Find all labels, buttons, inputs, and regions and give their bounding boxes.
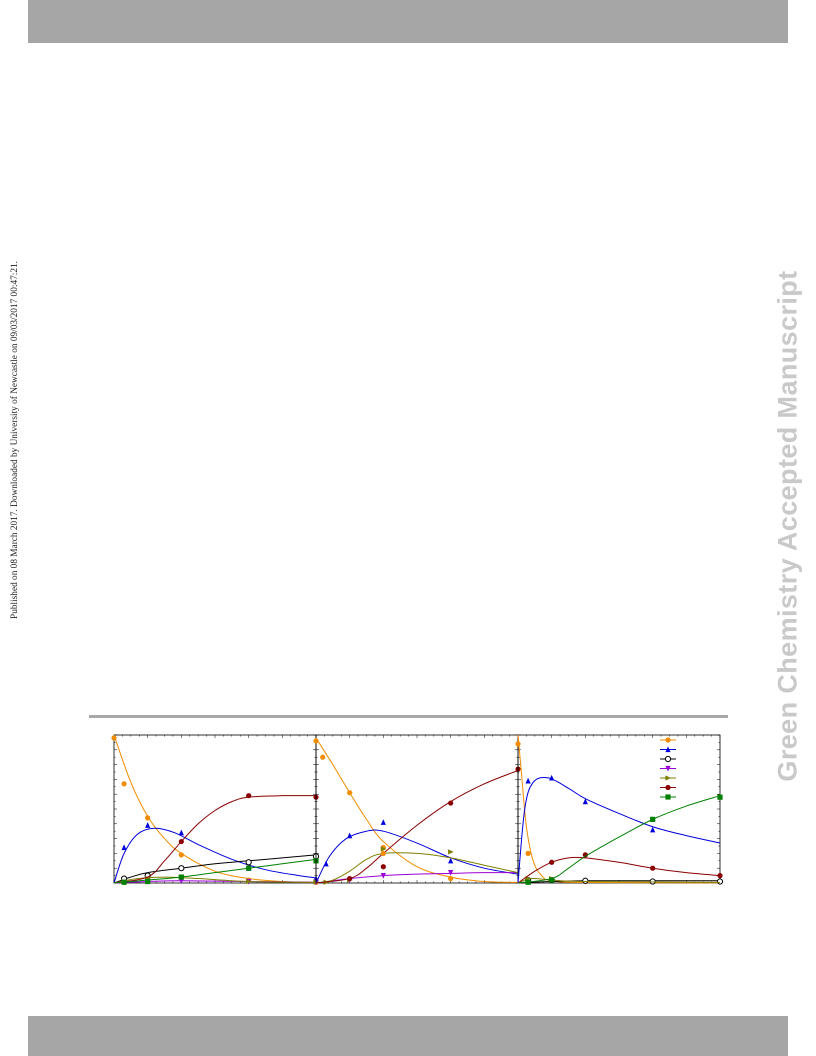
legend-marker <box>665 784 671 791</box>
series-2-data-point <box>323 860 329 867</box>
series-6-fit-line <box>113 795 317 884</box>
plot-frame <box>315 734 519 884</box>
series-3-data-point <box>178 865 185 872</box>
chart-legend <box>660 737 676 800</box>
series-3-data-point <box>649 878 656 885</box>
series-6-data-point <box>178 838 184 845</box>
series-7-data-point <box>246 865 252 871</box>
series-1-data-point <box>313 738 319 744</box>
series-3-data-point <box>448 870 454 876</box>
series-1-data-point <box>525 850 531 856</box>
series-7-data-point <box>178 874 184 880</box>
series-3-data-point <box>716 878 724 885</box>
series-6-data-point <box>717 794 723 800</box>
series-1-data-point <box>347 790 353 796</box>
series-5-data-point <box>246 878 252 885</box>
series-5-data-point <box>347 875 353 882</box>
figure-top-rule <box>89 715 728 718</box>
series-1-data-point <box>448 875 454 882</box>
series-1-data-point <box>145 815 151 821</box>
header-band <box>28 0 788 43</box>
series-3-data-point <box>245 859 252 866</box>
chart-panel-1 <box>111 734 320 886</box>
legend-marker <box>665 737 671 743</box>
series-5-data-point <box>380 864 386 870</box>
kinetic-profile-figure <box>111 734 724 886</box>
series-1-data-point <box>320 754 326 760</box>
legend-marker <box>665 794 671 800</box>
series-2-fit-line <box>113 827 317 884</box>
series-1-fit-line <box>113 734 317 884</box>
watermark-text: Green Chemistry Accepted Manuscript <box>772 270 803 782</box>
series-2-fit-line <box>517 776 721 884</box>
series-5-data-point <box>717 873 723 879</box>
chart-panel-3 <box>515 734 724 885</box>
series-2-data-point <box>380 819 386 825</box>
series-2-data-point <box>347 832 353 839</box>
series-5-data-point <box>650 865 656 871</box>
series-1-data-point <box>515 741 521 747</box>
series-3-fit-line <box>113 854 317 884</box>
series-1-data-point <box>178 852 184 858</box>
plot-frame <box>113 734 317 884</box>
legend-marker <box>665 765 671 772</box>
download-notice-text: Published on 08 March 2017. Downloaded b… <box>10 261 20 619</box>
series-6-data-point <box>380 850 386 856</box>
series-2-data-point <box>650 826 656 833</box>
series-6-fit-line <box>517 795 721 884</box>
series-2-data-point <box>549 774 555 781</box>
series-2-data-point <box>525 777 531 784</box>
series-5-fit-line <box>517 856 721 884</box>
series-6-data-point <box>650 816 656 822</box>
series-2-data-point <box>448 857 454 864</box>
series-4-data-point <box>448 849 454 855</box>
series-7-data-point <box>145 878 151 885</box>
series-1-fit-line <box>315 737 519 883</box>
plot-frame <box>517 734 721 884</box>
series-4-data-point <box>380 846 387 852</box>
series-2-data-point <box>145 822 151 828</box>
legend-marker <box>665 775 672 781</box>
series-6-data-point <box>246 793 252 799</box>
series-1-data-point <box>121 781 127 787</box>
series-5-data-point <box>549 859 555 865</box>
chart-panel-2 <box>313 734 521 885</box>
series-2-data-point <box>582 798 588 805</box>
series-6-data-point <box>525 879 531 885</box>
footer-band <box>28 1016 788 1056</box>
series-6-data-point <box>549 877 555 883</box>
series-3-data-point <box>380 873 386 879</box>
series-2-data-point <box>121 844 127 851</box>
series-5-data-point <box>448 800 454 806</box>
legend-marker <box>664 755 672 763</box>
series-2-fit-line <box>315 829 519 884</box>
legend-marker <box>665 746 671 753</box>
series-1-data-point <box>111 735 117 741</box>
series-5-data-point <box>582 852 588 858</box>
series-1-fit-line <box>517 734 721 884</box>
series-7-data-point <box>121 879 127 885</box>
series-3-data-point <box>582 877 589 884</box>
series-2-data-point <box>178 829 184 836</box>
